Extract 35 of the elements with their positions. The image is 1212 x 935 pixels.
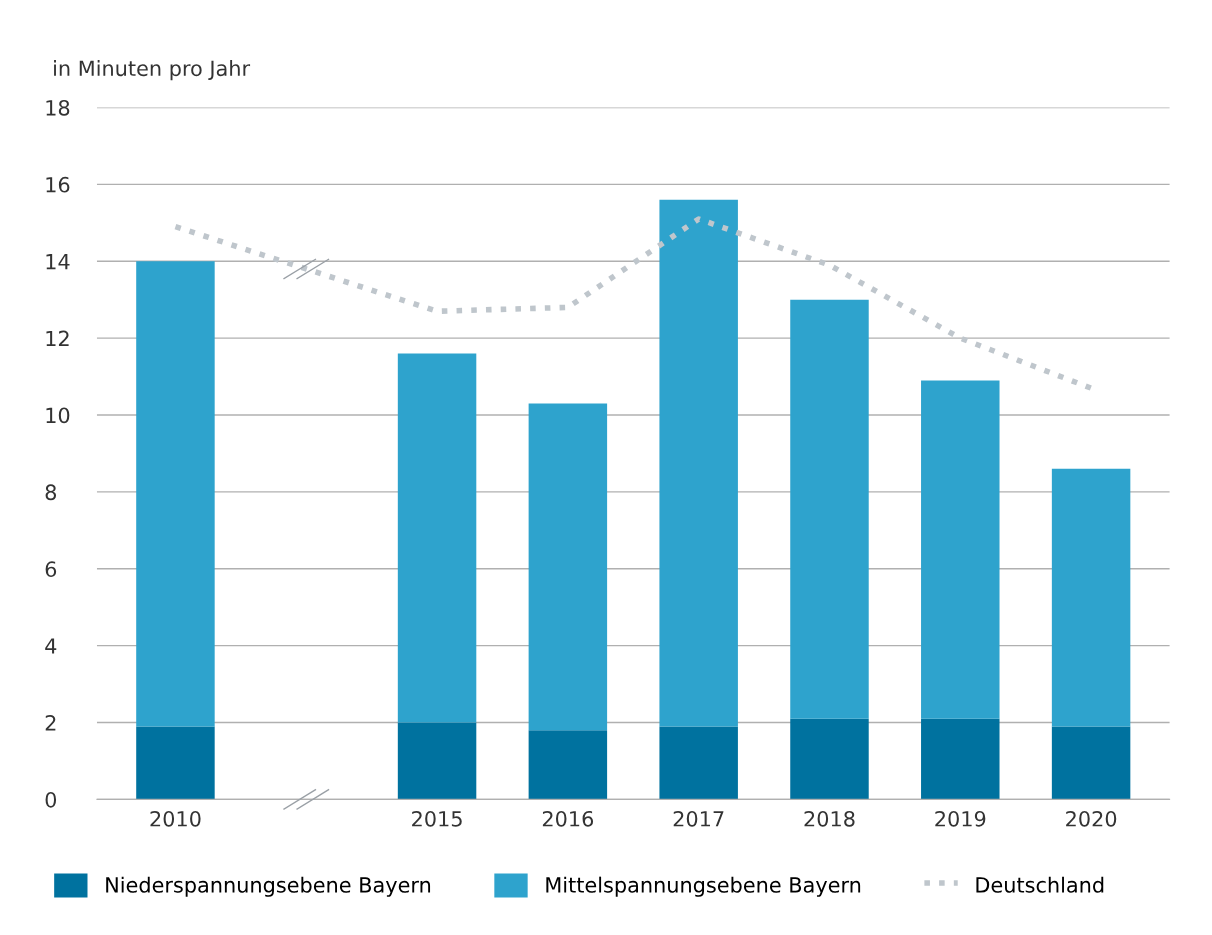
y-tick-label: 2: [45, 715, 56, 731]
y-tick-label: 18: [46, 99, 70, 116]
bar: [921, 380, 1000, 719]
y-axis-title: in Minuten pro Jahr: [54, 60, 251, 81]
y-tick-label: 4: [45, 638, 57, 654]
bar: [528, 730, 608, 800]
y-tick-label: 0: [45, 791, 57, 808]
legend-label: Niederspannungsebene Bayern: [106, 876, 431, 897]
bar: [528, 403, 608, 731]
y-tick-label: 8: [45, 484, 57, 501]
bar: [136, 726, 215, 800]
bar: [790, 718, 869, 800]
legend-label: Deutschland: [976, 876, 1104, 893]
y-tick-label: 14: [46, 254, 70, 270]
bar: [397, 353, 477, 723]
x-tick-label: 2015: [412, 810, 462, 827]
y-tick-label: 16: [46, 176, 70, 193]
x-tick-label: 2018: [804, 810, 855, 827]
bar: [790, 299, 869, 719]
bar: [659, 726, 738, 800]
bar: [921, 718, 1000, 800]
bar: [659, 199, 738, 727]
bar: [1051, 468, 1131, 727]
y-tick-label: 10: [46, 407, 70, 424]
x-tick-label: 2016: [542, 810, 594, 827]
x-tick-label: 2010: [150, 810, 201, 827]
x-tick-label: 2020: [1066, 810, 1117, 827]
bar: [397, 722, 477, 800]
y-tick-label: 12: [46, 330, 69, 347]
bar: [136, 261, 215, 727]
x-tick-label: 2017: [673, 810, 724, 827]
legend-label: Mittelspannungsebene Bayern: [546, 876, 861, 897]
x-tick-label: 2019: [935, 810, 986, 827]
y-tick-label: 6: [45, 561, 57, 577]
bar: [1051, 726, 1131, 800]
